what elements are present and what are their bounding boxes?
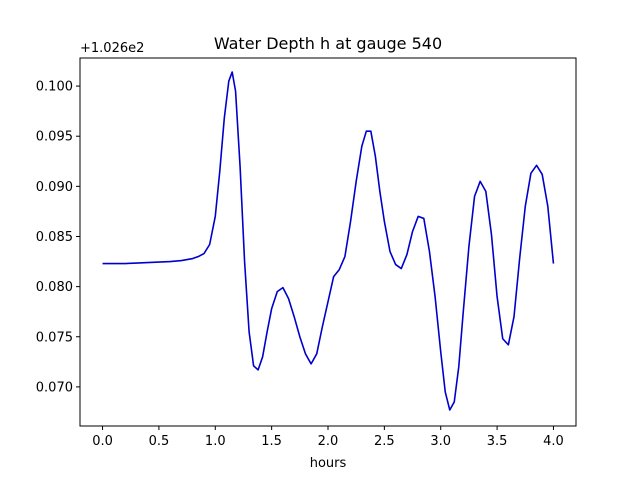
x-tick-label: 1.5 [261, 434, 282, 449]
chart-title: Water Depth h at gauge 540 [214, 34, 442, 53]
series-line-0 [102, 71, 555, 411]
x-tick-label: 4.0 [543, 434, 564, 449]
y-tick-label: 0.070 [36, 380, 73, 395]
x-tick-label: 0.0 [92, 434, 113, 449]
y-tick-label: 0.080 [36, 280, 73, 295]
x-tick-label: 1.0 [205, 434, 226, 449]
y-tick-label: 0.075 [36, 330, 73, 345]
x-axis-label: hours [310, 456, 347, 471]
y-tick-label: 0.095 [36, 130, 73, 145]
y-tick-label: 0.100 [36, 80, 73, 95]
plot-area: 0.0 0.5 1.0 1.5 2.0 2.5 3.0 3.5 4.0 0.070 0.075 0.0… [36, 57, 577, 449]
y-axis-offset-label: +1.026e2 [80, 41, 144, 56]
x-tick-label: 0.5 [149, 434, 170, 449]
x-tick-label: 3.5 [487, 434, 508, 449]
x-tick-label: 2.5 [374, 434, 395, 449]
x-tick-label: 3.0 [430, 434, 451, 449]
y-tick-label: 0.085 [36, 230, 73, 245]
y-tick-label: 0.090 [36, 180, 73, 195]
x-tick-label: 2.0 [318, 434, 339, 449]
